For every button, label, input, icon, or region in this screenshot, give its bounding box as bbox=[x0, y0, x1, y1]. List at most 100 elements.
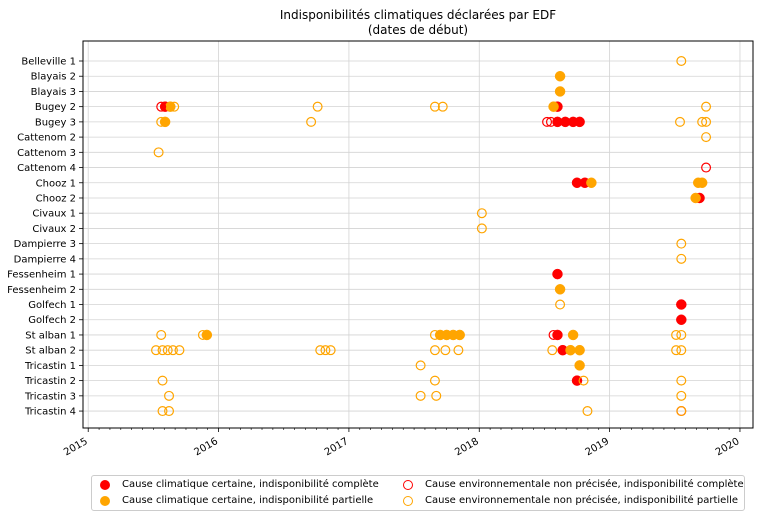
y-tick-label: Bugey 3 bbox=[35, 117, 76, 128]
y-tick-label: Cattenom 3 bbox=[17, 148, 76, 159]
data-point bbox=[548, 329, 559, 340]
data-point bbox=[440, 345, 451, 356]
data-point bbox=[676, 253, 687, 264]
y-tick-label: St alban 2 bbox=[25, 346, 76, 357]
data-point bbox=[429, 329, 440, 340]
series-1 bbox=[159, 70, 708, 371]
data-point bbox=[429, 101, 440, 112]
data-point bbox=[164, 390, 175, 401]
y-tick-label: Blayais 3 bbox=[31, 87, 76, 98]
data-point bbox=[320, 345, 331, 356]
data-point bbox=[697, 116, 708, 127]
x-tick-label: 2015 bbox=[62, 436, 90, 458]
legend-label: Cause climatique certaine, indisponibili… bbox=[122, 479, 379, 490]
y-tick-label: Civaux 1 bbox=[32, 209, 76, 220]
legend: Cause climatique certaine, indisponibili… bbox=[91, 475, 745, 511]
data-point bbox=[169, 101, 180, 112]
y-tick-label: Cattenom 4 bbox=[17, 163, 76, 174]
data-point bbox=[554, 284, 566, 295]
plot-area-frame bbox=[82, 40, 754, 429]
data-point bbox=[574, 116, 585, 128]
data-point bbox=[548, 101, 559, 112]
y-tick-label: Civaux 2 bbox=[32, 224, 76, 235]
data-point bbox=[552, 268, 563, 280]
data-point bbox=[565, 344, 576, 356]
data-points bbox=[150, 55, 712, 417]
data-point bbox=[701, 116, 712, 127]
y-tick-label: Tricastin 2 bbox=[24, 376, 76, 387]
x-tick-label: 2019 bbox=[584, 436, 612, 458]
legend-label: Cause environnementale non précisée, ind… bbox=[425, 479, 744, 490]
data-point bbox=[431, 390, 442, 401]
data-point bbox=[429, 375, 440, 386]
axis-ticks: Belleville 1 Blayais 2 Blayais 3 Bugey 2 Bug… bbox=[7, 57, 741, 459]
data-point bbox=[582, 406, 593, 417]
x-tick-label: 2017 bbox=[323, 436, 351, 458]
data-point bbox=[162, 345, 173, 356]
data-point bbox=[197, 329, 208, 340]
hollow-red-circle-icon bbox=[403, 479, 413, 490]
legend-label: Cause environnementale non précisée, ind… bbox=[425, 495, 739, 506]
data-point bbox=[675, 116, 686, 127]
x-tick-label: 2016 bbox=[193, 436, 221, 458]
y-tick-label: Dampierre 3 bbox=[14, 239, 76, 250]
data-point bbox=[167, 345, 178, 356]
hollow-orange-circle-icon bbox=[403, 495, 413, 506]
data-point bbox=[567, 329, 579, 341]
data-point bbox=[676, 375, 687, 386]
data-point bbox=[415, 360, 426, 371]
chart-title: Indisponibilités climatiques déclarées p… bbox=[280, 8, 556, 22]
data-point bbox=[586, 177, 597, 189]
y-tick-label: Tricastin 1 bbox=[24, 361, 76, 372]
data-point bbox=[676, 329, 687, 340]
data-point bbox=[164, 406, 175, 417]
data-point bbox=[476, 208, 487, 219]
data-point bbox=[476, 223, 487, 234]
data-point bbox=[676, 345, 687, 356]
filled-orange-circle-icon bbox=[100, 495, 110, 506]
data-point bbox=[554, 70, 566, 82]
data-point bbox=[156, 101, 167, 112]
data-point bbox=[578, 375, 589, 386]
y-tick-label: St alban 1 bbox=[25, 330, 76, 341]
y-tick-label: Golfech 2 bbox=[28, 315, 76, 326]
data-point bbox=[545, 116, 556, 127]
data-point bbox=[671, 345, 682, 356]
filled-red-circle-icon bbox=[100, 479, 110, 490]
data-point bbox=[701, 132, 712, 143]
data-point bbox=[454, 329, 465, 341]
data-point bbox=[150, 345, 161, 356]
data-point bbox=[153, 147, 164, 158]
data-point bbox=[415, 390, 426, 401]
data-point bbox=[542, 116, 553, 127]
data-point bbox=[676, 299, 687, 310]
y-tick-label: Belleville 1 bbox=[21, 57, 76, 68]
data-point bbox=[437, 101, 448, 112]
data-point bbox=[429, 345, 440, 356]
data-point bbox=[676, 406, 687, 417]
data-point bbox=[690, 192, 701, 204]
chart-subtitle: (dates de début) bbox=[368, 23, 468, 37]
data-point bbox=[156, 116, 167, 127]
data-point bbox=[574, 344, 585, 356]
y-tick-label: Chooz 1 bbox=[36, 178, 76, 189]
legend-entry-environnementale-complete: Cause environnementale non précisée, ind… bbox=[403, 479, 744, 490]
legend-entry-climatique-complete: Cause climatique certaine, indisponibili… bbox=[100, 479, 379, 490]
data-point bbox=[157, 406, 168, 417]
data-point bbox=[312, 101, 323, 112]
data-point bbox=[701, 162, 712, 173]
data-point bbox=[156, 329, 167, 340]
data-point bbox=[696, 177, 708, 189]
data-point bbox=[676, 390, 687, 401]
data-point bbox=[306, 116, 317, 127]
y-tick-label: Golfech 1 bbox=[28, 300, 76, 311]
data-point bbox=[554, 86, 566, 97]
data-point bbox=[676, 55, 687, 66]
data-point bbox=[701, 101, 712, 112]
y-tick-label: Fessenheim 2 bbox=[7, 285, 76, 296]
y-tick-label: Chooz 2 bbox=[36, 193, 76, 204]
y-tick-label: Tricastin 3 bbox=[24, 391, 76, 402]
data-point bbox=[325, 345, 336, 356]
y-tick-label: Cattenom 2 bbox=[17, 133, 76, 144]
